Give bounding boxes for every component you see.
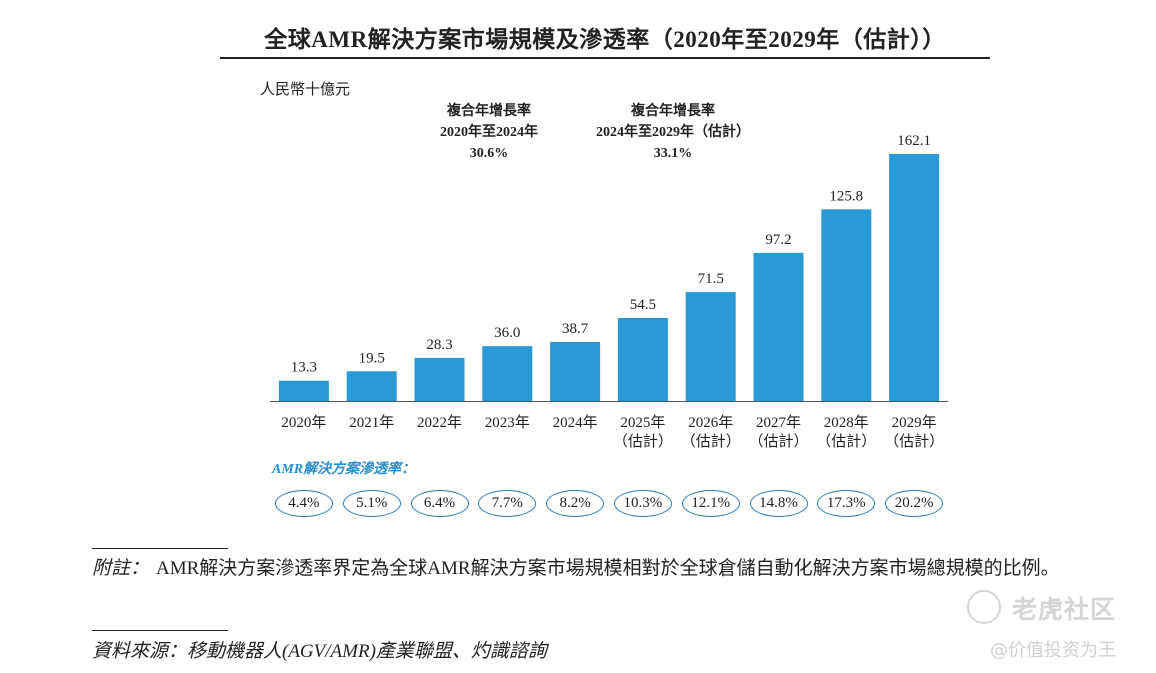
cagr-1-line1: 複合年增長率 xyxy=(447,104,531,119)
penetration-pill: 20.2% xyxy=(885,490,944,517)
cagr-1-line3: 30.6% xyxy=(469,146,509,161)
x-tick-label: 2027年 xyxy=(756,414,801,431)
bar xyxy=(617,317,668,401)
penetration-pill: 17.3% xyxy=(817,490,876,517)
x-tick-label: 2022年 xyxy=(417,414,462,431)
penetration-pill: 10.3% xyxy=(613,490,672,517)
penetration-title: AMR解決方案滲透率： xyxy=(272,462,416,477)
penetration-pill: 4.4% xyxy=(274,490,333,517)
bar xyxy=(685,292,736,401)
footnote-rule xyxy=(92,548,228,549)
bar xyxy=(753,252,804,401)
penetration-pill: 5.1% xyxy=(342,490,401,517)
data-label: 125.8 xyxy=(829,188,863,204)
x-tick-sublabel: （估計） xyxy=(884,433,944,450)
data-label: 19.5 xyxy=(359,350,385,366)
chart-title: 全球AMR解決方案市場規模及滲透率（2020年至2029年（估計）） xyxy=(220,20,990,59)
data-label: 71.5 xyxy=(698,271,724,287)
footnote-text: AMR解決方案滲透率界定為全球AMR解決方案市場規模相對於全球倉儲自動化解決方案… xyxy=(156,558,1060,579)
bar xyxy=(414,357,465,401)
data-label: 54.5 xyxy=(630,297,656,313)
x-tick-sublabel: （估計） xyxy=(816,433,876,450)
x-tick-label: 2029年 xyxy=(892,414,937,431)
x-tick-sublabel: （估計） xyxy=(681,433,741,450)
x-tick-sublabel: （估計） xyxy=(748,433,808,450)
bar xyxy=(346,371,397,401)
x-tick-label: 2021年 xyxy=(349,414,394,431)
x-tick-label: 2024年 xyxy=(553,414,598,431)
watermark-logo-icon xyxy=(967,590,1001,624)
cagr-2-line2: 2024年至2029年（估計） xyxy=(596,125,750,140)
watermark-tag: @价值投资为王 xyxy=(990,640,1116,661)
y-unit-label: 人民幣十億元 xyxy=(260,82,351,98)
bar xyxy=(550,342,601,401)
footnote-label: 附註： xyxy=(92,558,150,579)
x-tick-label: 2026年 xyxy=(688,414,733,431)
cagr-2-line1: 複合年增長率 xyxy=(631,104,715,119)
penetration-pill: 6.4% xyxy=(410,490,469,517)
x-tick-label: 2023年 xyxy=(485,414,530,431)
footnote: 附註： AMR解決方案滲透率界定為全球AMR解決方案市場規模相對於全球倉儲自動化… xyxy=(92,556,1127,581)
data-label: 38.7 xyxy=(562,321,589,337)
penetration-pill: 12.1% xyxy=(681,490,740,517)
penetration-pill: 7.7% xyxy=(478,490,537,517)
data-label: 13.3 xyxy=(291,360,317,376)
data-label: 162.1 xyxy=(897,133,931,149)
cagr-annotation-2: 複合年增長率 2024年至2029年（估計） 33.1% xyxy=(596,101,750,164)
penetration-pill: 8.2% xyxy=(546,490,605,517)
bar xyxy=(278,380,329,401)
data-label: 97.2 xyxy=(765,232,791,248)
x-tick-sublabel: （估計） xyxy=(613,433,673,450)
source-text: 資料來源：移動機器人(AGV/AMR)產業聯盟、灼識諮詢 xyxy=(92,641,547,662)
watermark-brand: 老虎社区 xyxy=(1012,595,1117,624)
cagr-2-line3: 33.1% xyxy=(653,146,693,161)
x-tick-label: 2020年 xyxy=(281,414,326,431)
bar xyxy=(821,209,872,401)
x-tick-label: 2025年 xyxy=(620,414,665,431)
bar xyxy=(889,154,940,401)
penetration-pill: 14.8% xyxy=(749,490,808,517)
x-tick-label: 2028年 xyxy=(824,414,869,431)
bar xyxy=(482,346,533,401)
cagr-1-line2: 2020年至2024年 xyxy=(440,125,538,140)
data-label: 28.3 xyxy=(426,337,452,353)
source-rule xyxy=(92,630,228,631)
cagr-annotation-1: 複合年增長率 2020年至2024年 30.6% xyxy=(440,101,538,164)
data-label: 36.0 xyxy=(494,325,520,341)
